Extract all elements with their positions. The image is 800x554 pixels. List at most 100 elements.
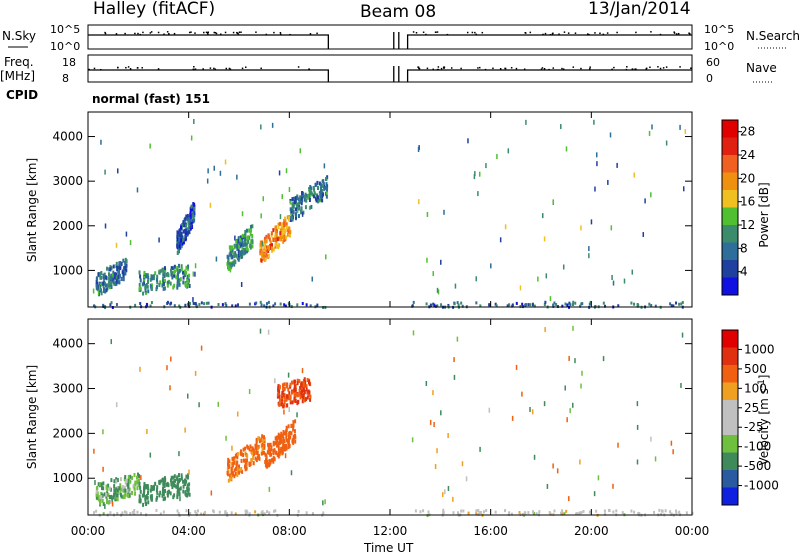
range-cell <box>426 257 428 263</box>
range-cell <box>210 490 213 496</box>
range-cell <box>308 390 311 395</box>
range-cell <box>274 233 277 238</box>
range-cell <box>675 301 678 305</box>
y-tick-label: 4000 <box>52 337 83 351</box>
range-cell <box>282 436 285 441</box>
range-cell <box>193 118 195 124</box>
range-cell <box>133 486 136 491</box>
range-cell <box>297 206 300 211</box>
range-cell <box>280 232 283 237</box>
range-cell <box>134 303 137 307</box>
range-cell <box>293 429 296 434</box>
nave-label: Nave <box>746 61 777 75</box>
trace-dot <box>679 66 681 68</box>
range-cell <box>544 300 547 304</box>
range-cell <box>224 510 227 514</box>
range-cell <box>276 394 279 399</box>
trace-line <box>406 69 692 82</box>
range-cell <box>278 394 281 399</box>
range-cell <box>293 196 296 201</box>
range-cell <box>163 489 166 494</box>
range-cell <box>461 304 464 308</box>
range-cell <box>660 509 663 513</box>
range-cell <box>115 493 118 498</box>
range-cell <box>182 479 185 484</box>
range-cell <box>604 512 607 516</box>
range-cell <box>152 486 155 491</box>
range-cell <box>226 470 229 475</box>
trace-dot <box>432 68 434 71</box>
range-cell <box>243 251 246 256</box>
colorbar-frame <box>721 329 739 506</box>
range-cell <box>566 417 568 423</box>
range-cell <box>138 481 141 486</box>
range-cell <box>158 283 161 288</box>
range-cell <box>241 211 244 217</box>
range-cell <box>504 509 507 513</box>
range-cell <box>278 170 281 176</box>
range-cell <box>285 432 288 437</box>
trace-dot <box>437 68 440 71</box>
range-cell <box>289 207 292 212</box>
range-cell <box>308 198 311 203</box>
range-cell <box>180 264 183 269</box>
velocity-heatmap <box>93 325 694 518</box>
range-cell <box>162 486 165 491</box>
trace-dot <box>492 67 494 70</box>
range-cell <box>574 358 576 364</box>
range-cell <box>158 270 161 275</box>
range-cell <box>507 512 510 516</box>
range-cell <box>322 179 325 184</box>
range-cell <box>556 468 559 474</box>
range-cell <box>290 431 293 436</box>
trace-dot <box>460 67 462 70</box>
trace-dot <box>481 31 484 34</box>
range-cell <box>546 483 549 489</box>
range-cell <box>593 119 595 125</box>
range-cell <box>133 512 136 516</box>
trace-dot <box>543 67 546 70</box>
range-cell <box>291 203 294 208</box>
range-cell <box>108 486 111 491</box>
range-cell <box>443 209 445 215</box>
range-cell <box>283 399 286 404</box>
range-cell <box>233 468 236 473</box>
range-cell <box>114 272 117 277</box>
range-cell <box>252 461 255 466</box>
range-cell <box>187 227 190 232</box>
range-cell <box>139 274 142 279</box>
range-cell <box>432 390 434 396</box>
range-cell <box>124 492 127 497</box>
range-cell <box>115 487 118 492</box>
x-tick-label: 08:00 <box>272 524 307 538</box>
range-cell <box>284 216 287 221</box>
range-cell <box>233 460 236 465</box>
range-cell <box>264 257 267 262</box>
range-cell <box>269 240 272 245</box>
range-cell <box>162 482 165 487</box>
range-cell <box>225 304 228 308</box>
trace-dot <box>220 33 222 35</box>
range-cell <box>175 484 178 489</box>
range-cell <box>286 394 289 399</box>
range-cell <box>670 512 673 516</box>
range-cell <box>252 456 255 461</box>
range-cell <box>194 510 197 514</box>
range-cell <box>171 275 174 280</box>
range-cell <box>273 448 276 453</box>
range-cell <box>131 510 134 514</box>
range-cell <box>175 275 178 280</box>
range-cell <box>104 223 107 229</box>
range-cell <box>213 165 215 171</box>
range-cell <box>429 419 432 425</box>
range-cell <box>136 472 139 477</box>
range-cell <box>303 377 306 382</box>
range-cell <box>189 207 192 212</box>
range-cell <box>289 400 292 405</box>
range-cell <box>488 303 491 307</box>
range-cell <box>95 285 98 290</box>
range-cell <box>296 202 299 207</box>
range-cell <box>178 477 181 482</box>
range-cell <box>496 153 498 159</box>
trace-dot <box>586 33 589 35</box>
